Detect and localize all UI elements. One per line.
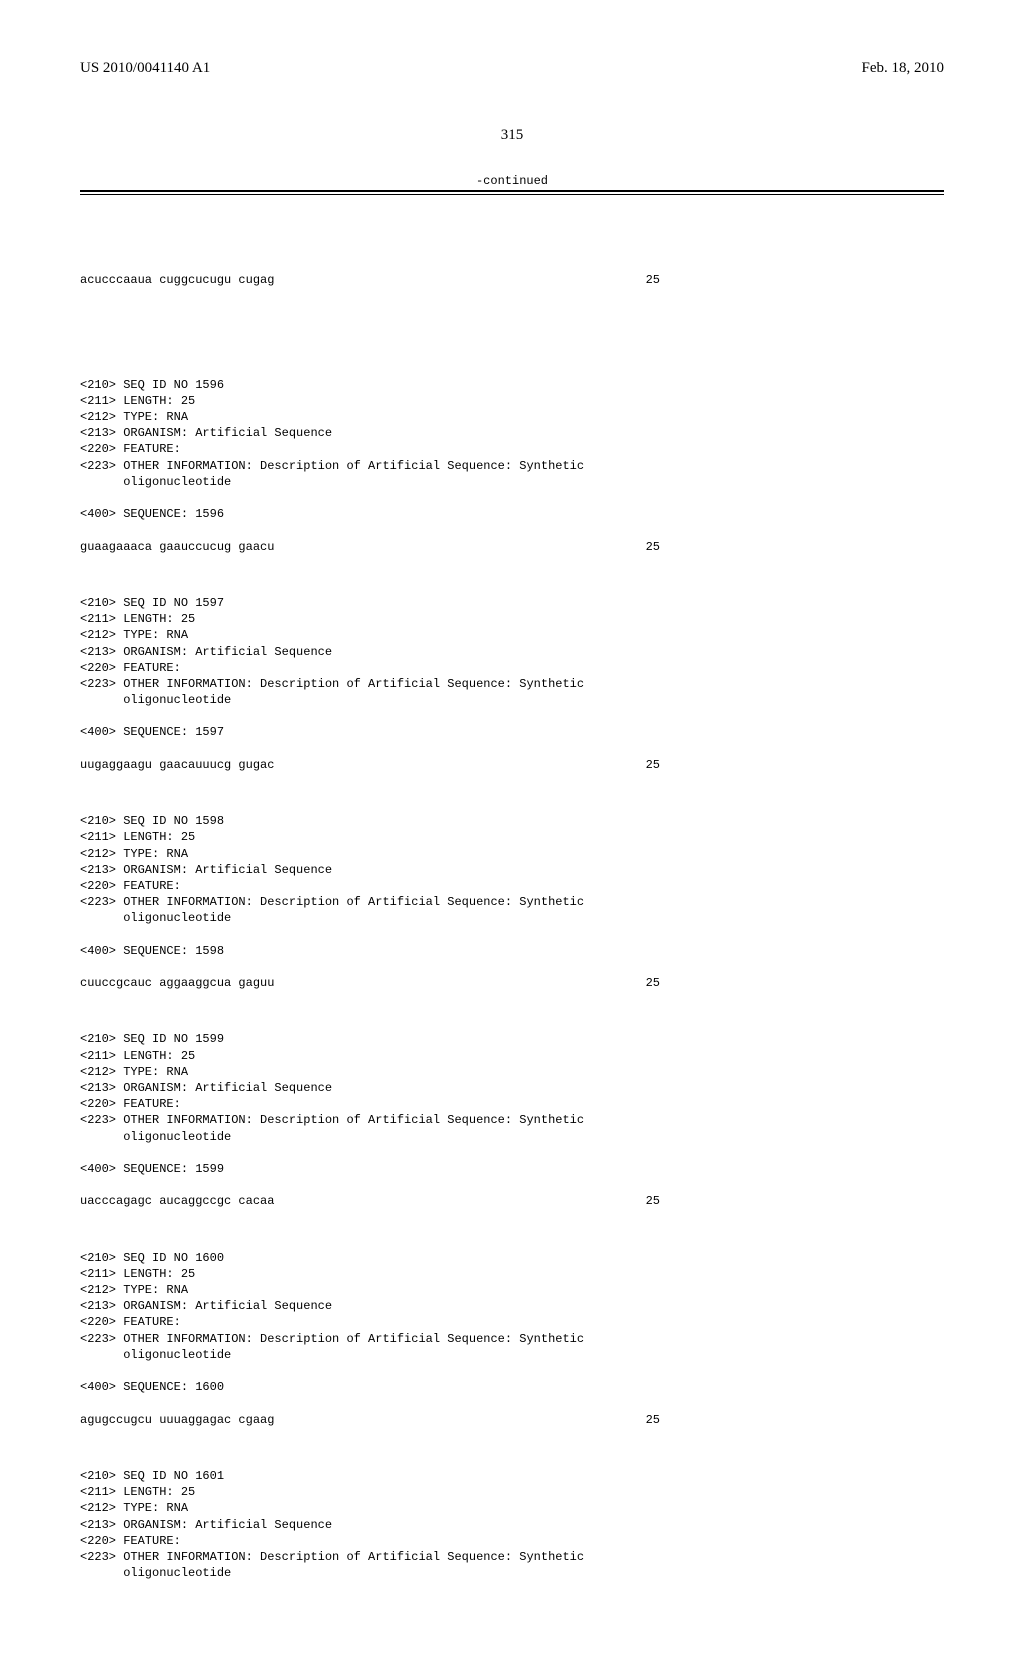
sequence-length: 25 bbox=[646, 757, 660, 773]
sequence-tag: <223> OTHER INFORMATION: Description of … bbox=[80, 458, 944, 474]
sequence-text: uugaggaagu gaacauuucg gugac bbox=[80, 757, 274, 773]
page-header: US 2010/0041140 A1 Feb. 18, 2010 bbox=[80, 60, 944, 77]
sequence-length: 25 bbox=[646, 975, 660, 991]
sequence-length: 25 bbox=[646, 272, 660, 288]
sequence-tag: <212> TYPE: RNA bbox=[80, 627, 944, 643]
sequence-tag: <213> ORGANISM: Artificial Sequence bbox=[80, 644, 944, 660]
sequence-line: cuuccgcauc aggaaggcua gaguu 25 bbox=[80, 975, 660, 991]
sequence-tag: <223> OTHER INFORMATION: Description of … bbox=[80, 1331, 944, 1347]
sequence-tag: <210> SEQ ID NO 1596 bbox=[80, 377, 944, 393]
sequence-text: cuuccgcauc aggaaggcua gaguu bbox=[80, 975, 274, 991]
sequence-label: <400> SEQUENCE: 1600 bbox=[80, 1379, 944, 1395]
sequence-tag: <220> FEATURE: bbox=[80, 1533, 944, 1549]
sequence-tag: <220> FEATURE: bbox=[80, 1096, 944, 1112]
sequence-tag: <211> LENGTH: 25 bbox=[80, 1484, 944, 1500]
sequence-tag: <223> OTHER INFORMATION: Description of … bbox=[80, 1549, 944, 1565]
sequence-label: <400> SEQUENCE: 1596 bbox=[80, 506, 944, 522]
sequence-tag: <213> ORGANISM: Artificial Sequence bbox=[80, 1517, 944, 1533]
sequence-tag: oligonucleotide bbox=[80, 692, 944, 708]
sequence-text: agugccugcu uuuaggagac cgaag bbox=[80, 1412, 274, 1428]
sequence-tag: <211> LENGTH: 25 bbox=[80, 393, 944, 409]
sequence-tag: <211> LENGTH: 25 bbox=[80, 611, 944, 627]
sequence-tag: <210> SEQ ID NO 1600 bbox=[80, 1250, 944, 1266]
sequence-text: uacccagagc aucaggccgc cacaa bbox=[80, 1193, 274, 1209]
sequence-tag: <220> FEATURE: bbox=[80, 441, 944, 457]
sequence-label: <400> SEQUENCE: 1598 bbox=[80, 943, 944, 959]
sequence-tag: <210> SEQ ID NO 1598 bbox=[80, 813, 944, 829]
sequence-entry: <210> SEQ ID NO 1596<211> LENGTH: 25<212… bbox=[80, 377, 944, 571]
publication-date: Feb. 18, 2010 bbox=[862, 60, 945, 77]
sequence-tag: <223> OTHER INFORMATION: Description of … bbox=[80, 676, 944, 692]
sequence-tag: <223> OTHER INFORMATION: Description of … bbox=[80, 1112, 944, 1128]
sequence-line: acucccaaua cuggcucugu cugag 25 bbox=[80, 272, 660, 288]
sequence-tag: <211> LENGTH: 25 bbox=[80, 1048, 944, 1064]
sequence-line: guaagaaaca gaauccucug gaacu 25 bbox=[80, 539, 660, 555]
sequence-tag: <213> ORGANISM: Artificial Sequence bbox=[80, 425, 944, 441]
sequence-tag: oligonucleotide bbox=[80, 474, 944, 490]
sequence-content: acucccaaua cuggcucugu cugag 25 <210> SEQ… bbox=[80, 207, 944, 1638]
sequence-tag: <212> TYPE: RNA bbox=[80, 1500, 944, 1516]
sequence-entry: <210> SEQ ID NO 1600<211> LENGTH: 25<212… bbox=[80, 1250, 944, 1444]
sequence-length: 25 bbox=[646, 539, 660, 555]
sequence-tag: <220> FEATURE: bbox=[80, 1314, 944, 1330]
sequence-label: <400> SEQUENCE: 1599 bbox=[80, 1161, 944, 1177]
sequence-entry: <210> SEQ ID NO 1601<211> LENGTH: 25<212… bbox=[80, 1468, 944, 1581]
sequence-entry: <210> SEQ ID NO 1599<211> LENGTH: 25<212… bbox=[80, 1031, 944, 1225]
sequence-text: acucccaaua cuggcucugu cugag bbox=[80, 272, 274, 288]
sequence-text: guaagaaaca gaauccucug gaacu bbox=[80, 539, 274, 555]
sequence-tag: oligonucleotide bbox=[80, 1129, 944, 1145]
divider-top-thick bbox=[80, 190, 944, 192]
sequence-tag: <212> TYPE: RNA bbox=[80, 846, 944, 862]
sequence-length: 25 bbox=[646, 1412, 660, 1428]
sequence-tag: <213> ORGANISM: Artificial Sequence bbox=[80, 1298, 944, 1314]
sequence-entry: <210> SEQ ID NO 1598<211> LENGTH: 25<212… bbox=[80, 813, 944, 1007]
sequence-line: agugccugcu uuuaggagac cgaag 25 bbox=[80, 1412, 660, 1428]
sequence-tag: <210> SEQ ID NO 1601 bbox=[80, 1468, 944, 1484]
sequence-block: acucccaaua cuggcucugu cugag 25 bbox=[80, 239, 944, 320]
page-number: 315 bbox=[80, 127, 944, 144]
continued-label: -continued bbox=[80, 174, 944, 188]
sequence-tag: <220> FEATURE: bbox=[80, 878, 944, 894]
sequence-tag: <211> LENGTH: 25 bbox=[80, 829, 944, 845]
sequence-tag: <213> ORGANISM: Artificial Sequence bbox=[80, 1080, 944, 1096]
sequence-length: 25 bbox=[646, 1193, 660, 1209]
sequence-line: uugaggaagu gaacauuucg gugac 25 bbox=[80, 757, 660, 773]
sequence-entry: <210> SEQ ID NO 1597<211> LENGTH: 25<212… bbox=[80, 595, 944, 789]
sequence-label: <400> SEQUENCE: 1597 bbox=[80, 724, 944, 740]
sequence-tag: <223> OTHER INFORMATION: Description of … bbox=[80, 894, 944, 910]
sequence-line: uacccagagc aucaggccgc cacaa 25 bbox=[80, 1193, 660, 1209]
entries-container: <210> SEQ ID NO 1596<211> LENGTH: 25<212… bbox=[80, 377, 944, 1582]
sequence-tag: <212> TYPE: RNA bbox=[80, 409, 944, 425]
sequence-tag: oligonucleotide bbox=[80, 1565, 944, 1581]
sequence-tag: <212> TYPE: RNA bbox=[80, 1282, 944, 1298]
sequence-tag: oligonucleotide bbox=[80, 1347, 944, 1363]
sequence-tag: <213> ORGANISM: Artificial Sequence bbox=[80, 862, 944, 878]
sequence-tag: <220> FEATURE: bbox=[80, 660, 944, 676]
sequence-tag: <211> LENGTH: 25 bbox=[80, 1266, 944, 1282]
sequence-tag: oligonucleotide bbox=[80, 910, 944, 926]
sequence-tag: <212> TYPE: RNA bbox=[80, 1064, 944, 1080]
divider-top-thin bbox=[80, 194, 944, 195]
sequence-tag: <210> SEQ ID NO 1597 bbox=[80, 595, 944, 611]
sequence-tag: <210> SEQ ID NO 1599 bbox=[80, 1031, 944, 1047]
publication-number: US 2010/0041140 A1 bbox=[80, 60, 210, 77]
patent-page: US 2010/0041140 A1 Feb. 18, 2010 315 -co… bbox=[0, 0, 1024, 1678]
